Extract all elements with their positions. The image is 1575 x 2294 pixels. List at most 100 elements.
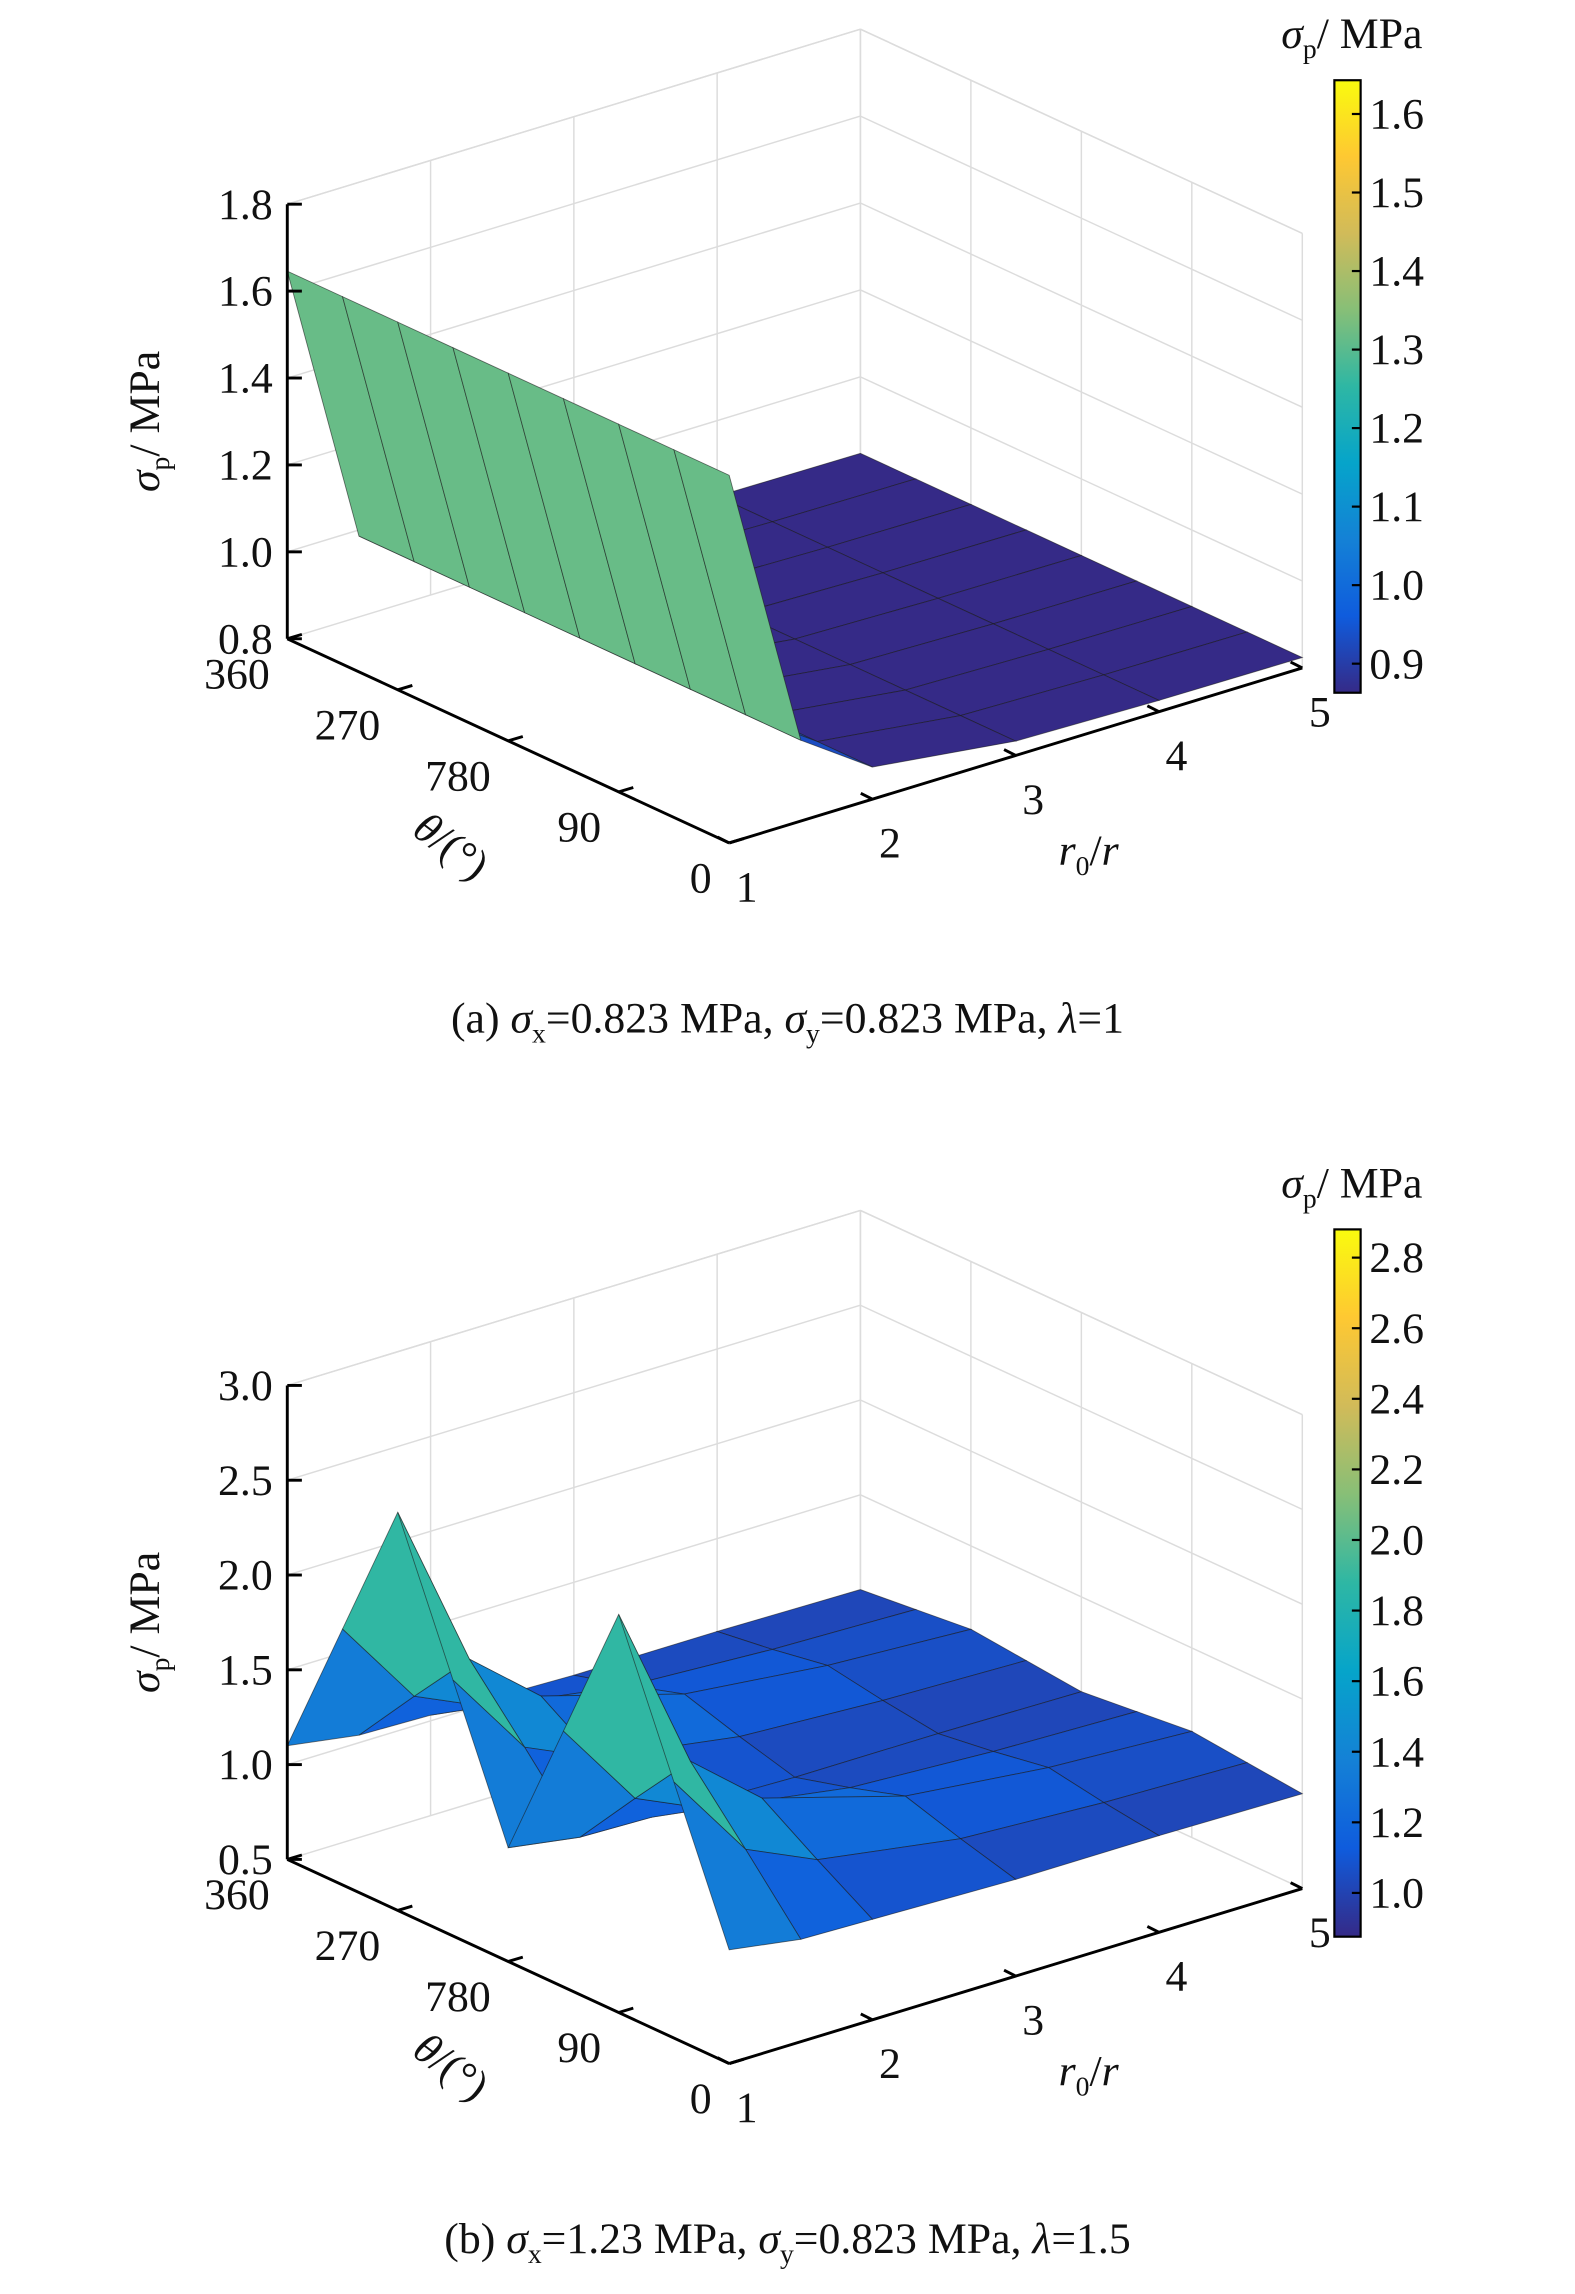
y-tick [286, 632, 303, 641]
z-tick-label: 1.0 [218, 528, 273, 576]
z-axis-title-part: / MPa [121, 1552, 169, 1658]
caption: (a) σx=0.823 MPa, σy=0.823 MPa, λ=1 [451, 995, 1124, 1049]
x-tick [1146, 704, 1160, 713]
x-tick-label: 2 [879, 820, 901, 868]
colorbar-tick-label: 1.0 [1369, 1870, 1424, 1918]
x-axis-title-part: r [1059, 2047, 1077, 2095]
caption-part: =0.823 MPa, [546, 995, 785, 1043]
colorbar-title: σp/ MPa [1281, 1159, 1422, 1213]
x-axis-title-part: r [1059, 827, 1077, 875]
caption-part: σ [510, 995, 533, 1043]
colorbar-tick-label: 2.6 [1369, 1305, 1424, 1353]
x-axis-title-part: 0 [1076, 2071, 1090, 2102]
x-tick-label: 4 [1166, 732, 1188, 780]
z-axis-title-part: σ [121, 1670, 169, 1693]
z-axis-title-part: σ [121, 469, 169, 492]
caption-part: y [780, 2238, 794, 2269]
colorbar-title-part: p [1303, 1183, 1317, 1214]
caption-part: =0.823 MPa, [794, 2215, 1033, 2263]
caption-part: y [806, 1018, 820, 1049]
caption-part: (a) [451, 995, 511, 1043]
z-axis-title: σp/ MPa [121, 351, 175, 492]
x-tick [1289, 1881, 1303, 1890]
y-tick [397, 684, 413, 692]
colorbar-tick-label: 1.8 [1369, 1587, 1424, 1635]
z-tick-label: 2.0 [218, 1552, 273, 1600]
colorbar-tick-label: 1.0 [1369, 562, 1424, 610]
caption-part: λ [1056, 995, 1077, 1043]
colorbar-title-part: p [1303, 33, 1317, 64]
colorbar-title-part: σ [1281, 1159, 1304, 1207]
caption-part: =1.23 MPa, [542, 2215, 759, 2263]
y-tick [618, 2006, 634, 2014]
colorbar-tick-label: 1.4 [1369, 248, 1424, 296]
x-tick [716, 2056, 730, 2065]
caption-part: =0.823 MPa, [820, 995, 1059, 1043]
x-tick [860, 2012, 874, 2022]
z-tick-label: 3.0 [218, 1362, 273, 1410]
y-tick-label: 90 [557, 2024, 601, 2072]
y-tick [507, 1955, 524, 1963]
box-edge [287, 1209, 861, 1387]
z-axis-title-part: p [144, 1658, 175, 1672]
y-tick-label: 270 [315, 1922, 381, 1970]
colorbar [1333, 1228, 1362, 1938]
x-axis-title-part: / [1089, 2047, 1102, 2095]
y-tick [728, 2057, 745, 2065]
colorbar-tick-label: 1.6 [1369, 91, 1424, 139]
colorbar-tick-label: 1.2 [1369, 1799, 1424, 1847]
y-tick [286, 1853, 303, 1861]
z-axis-title-part: p [144, 457, 175, 471]
x-tick-label: 1 [736, 863, 758, 911]
x-tick [1003, 1968, 1017, 1978]
colorbar-tick-label: 0.9 [1369, 640, 1424, 688]
z-tick-label: 2.5 [218, 1457, 273, 1505]
caption-part: σ [784, 995, 807, 1043]
caption: (b) σx=1.23 MPa, σy=0.823 MPa, λ=1.5 [444, 2215, 1130, 2269]
y-tick-label: 0 [690, 2075, 712, 2123]
colorbar-tick-label: 1.3 [1369, 326, 1424, 374]
x-tick-label: 4 [1166, 1953, 1188, 2001]
caption-part: λ [1030, 2215, 1051, 2263]
z-tick-label: 1.4 [218, 355, 273, 403]
caption-part: (b) [444, 2215, 506, 2263]
x-tick-label: 3 [1022, 1996, 1044, 2044]
y-tick-label: 360 [204, 650, 270, 698]
z-tick-label: 1.2 [218, 442, 273, 490]
y-tick-label: 270 [315, 701, 381, 749]
z-tick-label: 1.6 [218, 268, 273, 316]
colorbar-tick-label: 1.5 [1369, 169, 1424, 217]
colorbar-title: σp/ MPa [1281, 10, 1422, 64]
x-axis-title: r0/r [1059, 2047, 1120, 2101]
z-tick-label: 1.8 [218, 181, 273, 229]
y-axis-title: θ/(°) [405, 803, 498, 890]
colorbar-tick-label: 2.0 [1369, 1517, 1424, 1565]
x-tick [860, 792, 874, 801]
z-tick-label: 0.8 [218, 615, 273, 663]
colorbar-title-part: / MPa [1317, 1159, 1423, 1207]
x-tick-label: 5 [1309, 688, 1331, 736]
x-tick-label: 1 [736, 2084, 758, 2132]
x-tick [1003, 748, 1017, 757]
z-axis-title: σp/ MPa [121, 1552, 175, 1693]
colorbar-tick-label: 1.6 [1369, 1658, 1424, 1706]
z-tick-label: 0.5 [218, 1836, 273, 1884]
y-tick-label: 90 [557, 803, 601, 851]
x-axis-title-part: 0 [1076, 850, 1090, 881]
x-tick-label: 2 [879, 2040, 901, 2088]
caption-part: σ [506, 2215, 529, 2263]
y-tick-label: 360 [204, 1871, 270, 1919]
surface-patch [673, 1781, 802, 1951]
y-axis-title: θ/(°) [405, 2024, 498, 2111]
x-tick [1289, 660, 1303, 670]
caption-part: =1.5 [1051, 2215, 1130, 2263]
colorbar-tick-label: 2.8 [1369, 1234, 1424, 1282]
colorbar [1333, 79, 1362, 694]
colorbar-title-part: / MPa [1317, 10, 1423, 58]
caption-part: σ [758, 2215, 781, 2263]
x-axis-title: r0/r [1059, 827, 1120, 881]
z-tick-label: 1.5 [218, 1646, 273, 1694]
